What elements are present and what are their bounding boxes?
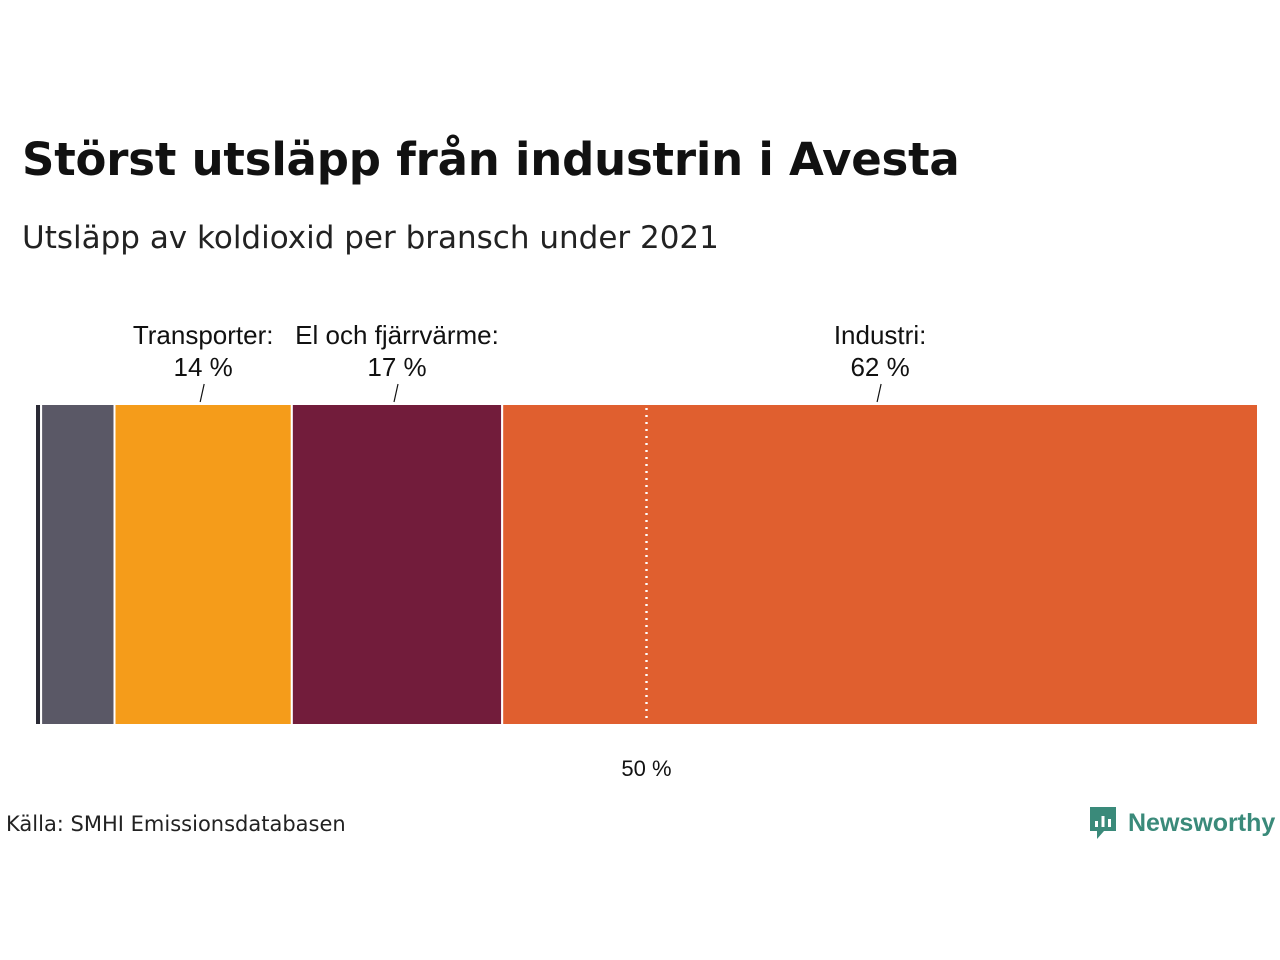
brand-name: Newsworthy xyxy=(1128,808,1276,837)
reference-layer: 50 % xyxy=(621,408,672,781)
reference-line-label: 50 % xyxy=(621,756,671,781)
segment-leader-industri xyxy=(876,383,882,403)
labels-layer: Transporter:14 % El och fjärrvärme:17 % In… xyxy=(133,320,927,403)
bar-segment-industri xyxy=(501,403,1260,726)
bar-segment-el-och-fjarrvarme xyxy=(290,403,504,726)
source-note: Källa: SMHI Emissionsdatabasen xyxy=(6,812,346,836)
bar-segment-transporter xyxy=(113,403,293,726)
segment-label-el-och-fjarrvarme: El och fjärrvärme: xyxy=(295,320,499,350)
bars-layer xyxy=(34,403,1260,726)
segment-value-el-och-fjarrvarme: 17 % xyxy=(367,352,426,382)
brand-logo[interactable]: Newsworthy xyxy=(1088,803,1275,843)
segment-leader-el-och-fjarrvarme xyxy=(393,383,399,403)
segment-label-industri: Industri: xyxy=(834,320,927,350)
bar-segment-2 xyxy=(40,403,116,726)
segment-value-industri: 62 % xyxy=(850,352,909,382)
newsworthy-logo-icon xyxy=(1090,807,1116,839)
chart-title: Störst utsläpp från industrin i Avesta xyxy=(22,133,960,186)
segment-leader-transporter xyxy=(199,383,205,403)
segment-value-transporter: 14 % xyxy=(174,352,233,382)
segment-label-transporter: Transporter: xyxy=(133,320,274,350)
chart-subtitle: Utsläpp av koldioxid per bransch under 2… xyxy=(22,220,719,256)
